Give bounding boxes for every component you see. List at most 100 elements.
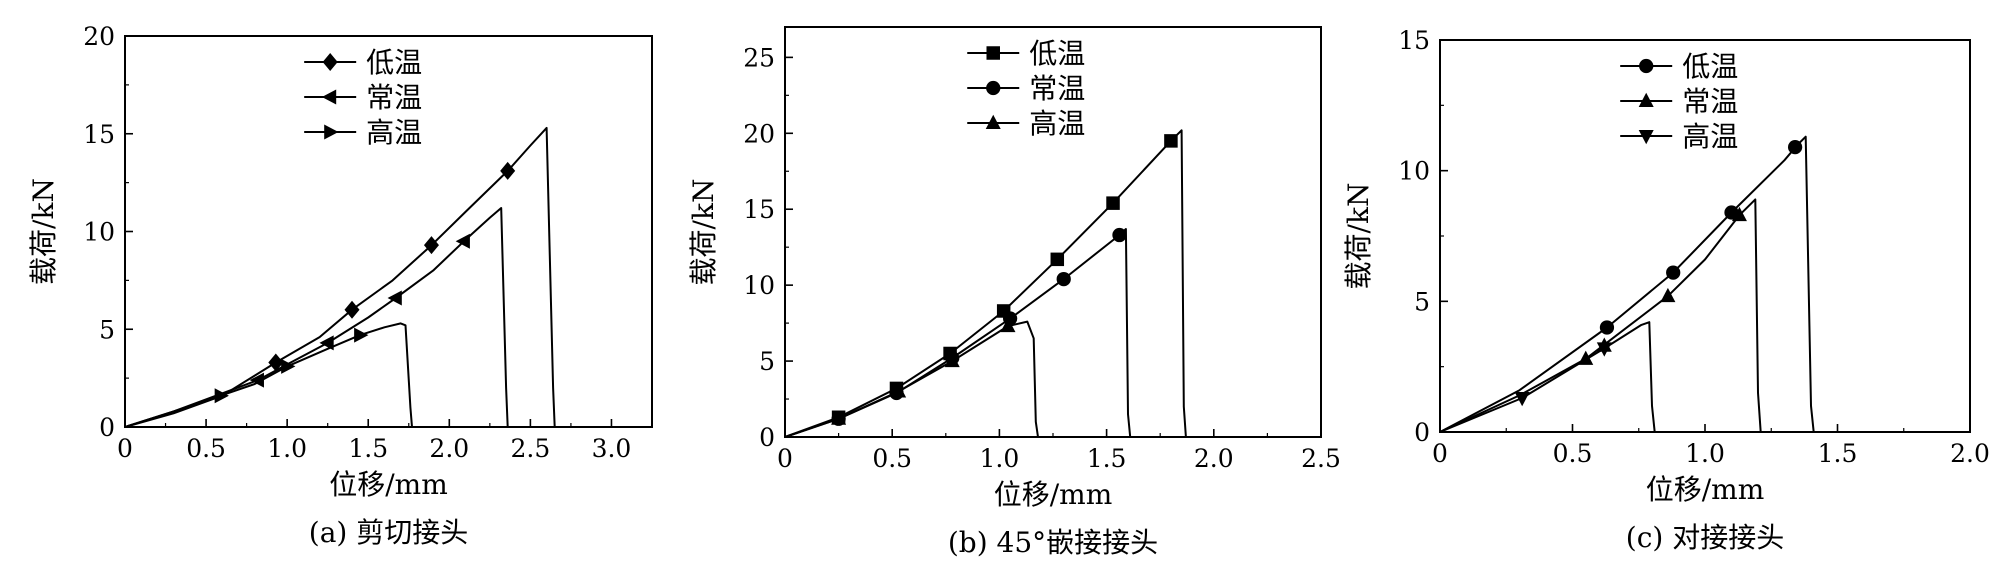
legend-entry: 低温 <box>1620 50 1738 83</box>
x-tick-label: 3.0 <box>592 434 632 463</box>
data-point <box>891 383 907 398</box>
y-axis-label: 载荷/kN <box>27 178 60 285</box>
y-tick-label: 10 <box>83 218 115 247</box>
legend-label: 高温 <box>1682 120 1738 153</box>
series-line <box>124 322 413 428</box>
x-axis-label: 位移/mm <box>329 468 448 501</box>
legend-entry: 高温 <box>967 107 1085 140</box>
data-point <box>1599 320 1615 335</box>
y-axis-label: 载荷/kN <box>687 179 720 286</box>
series-line <box>124 207 509 428</box>
legend-marker <box>1638 130 1654 145</box>
series-line <box>124 126 556 428</box>
y-tick-label: 0 <box>1414 418 1430 447</box>
data-point <box>500 161 516 180</box>
data-point <box>1112 227 1127 243</box>
legend-entry: 常温 <box>1620 85 1738 118</box>
x-tick-label: 2.0 <box>1950 439 1990 468</box>
legend-marker <box>986 46 1000 60</box>
series <box>1439 321 1656 433</box>
data-point <box>1660 287 1676 303</box>
y-tick-label: 20 <box>83 22 115 51</box>
data-point <box>249 372 264 388</box>
legend-label: 常温 <box>1029 72 1085 105</box>
series-line <box>784 228 1132 438</box>
data-point <box>214 388 229 404</box>
panel-caption: (c) 对接接头 <box>1626 521 1784 554</box>
data-point <box>1056 271 1071 287</box>
legend-entry: 低温 <box>304 46 422 79</box>
legend-label: 常温 <box>366 81 422 114</box>
legend-label: 常温 <box>1682 85 1738 118</box>
x-tick-label: 0.5 <box>872 444 912 473</box>
legend-label: 低温 <box>1682 50 1738 83</box>
y-axis-label: 载荷/kN <box>1342 183 1375 290</box>
legend-entry: 高温 <box>304 116 422 149</box>
chart-panel: 0 0.5 1.0 1.5 2.0 2.5 0 5 10 15 20 25 位移/mm 载荷/kN (b) … <box>687 26 1341 559</box>
legend-entry: 低温 <box>967 37 1085 70</box>
x-tick-label: 0 <box>117 434 133 463</box>
series <box>124 207 509 428</box>
data-point <box>354 327 369 343</box>
y-tick-label: 5 <box>759 347 775 376</box>
data-point <box>1106 196 1120 210</box>
x-tick-label: 0 <box>777 444 793 473</box>
x-tick-label: 2.0 <box>429 434 469 463</box>
legend-label: 高温 <box>1029 107 1085 140</box>
legend-entry: 高温 <box>1620 120 1738 153</box>
panel-caption: (b) 45°嵌接接头 <box>948 526 1158 559</box>
x-axis-label: 位移/mm <box>994 478 1113 511</box>
y-tick-label: 15 <box>83 120 115 149</box>
legend-marker <box>1638 92 1654 107</box>
series <box>1439 198 1762 433</box>
x-tick-label: 1.5 <box>1087 444 1127 473</box>
data-point <box>1596 342 1612 357</box>
x-tick-label: 1.0 <box>980 444 1020 473</box>
legend-marker <box>1639 58 1654 74</box>
data-point <box>344 300 360 319</box>
x-tick-label: 1.5 <box>348 434 388 463</box>
y-tick-label: 0 <box>759 423 775 452</box>
series-line <box>1439 198 1762 433</box>
panel-caption: (a) 剪切接头 <box>309 516 468 549</box>
data-point <box>423 236 439 255</box>
data-point <box>1000 317 1016 333</box>
legend-label: 低温 <box>1029 37 1085 70</box>
legend-marker <box>321 89 337 105</box>
legend-marker <box>985 114 1001 129</box>
data-point <box>1050 252 1065 267</box>
legend-marker <box>324 124 339 140</box>
data-point <box>281 358 296 374</box>
data-point <box>1666 265 1681 280</box>
y-tick-label: 5 <box>99 315 115 344</box>
x-axis-label: 位移/mm <box>1646 473 1765 506</box>
data-point <box>831 410 847 425</box>
x-tick-label: 1.0 <box>1685 439 1725 468</box>
series <box>124 126 556 428</box>
y-tick-label: 5 <box>1414 287 1430 316</box>
y-tick-label: 25 <box>743 43 775 72</box>
x-tick-label: 2.5 <box>1301 444 1341 473</box>
legend-entry: 常温 <box>304 81 422 114</box>
x-tick-label: 0.5 <box>1553 439 1593 468</box>
series <box>1439 135 1815 433</box>
chart-panel: 0 0.5 1.0 1.5 2.0 2.5 3.0 0 5 10 15 20 位移/mm 载荷/kN (a)… <box>27 22 653 549</box>
y-tick-label: 15 <box>1398 26 1430 55</box>
y-tick-label: 20 <box>743 119 775 148</box>
x-tick-label: 2.5 <box>511 434 551 463</box>
legend-marker <box>322 53 338 71</box>
legend-marker <box>986 80 1001 96</box>
x-tick-label: 1.5 <box>1818 439 1858 468</box>
series <box>784 227 1132 438</box>
series-line <box>1439 135 1815 433</box>
y-tick-label: 10 <box>1398 157 1430 186</box>
x-tick-label: 2.0 <box>1194 444 1234 473</box>
x-tick-label: 1.0 <box>267 434 307 463</box>
chart-panel: 0 0.5 1.0 1.5 2.0 0 5 10 15 位移/mm 载荷/kN (c) 对接接头 低温常… <box>1342 26 1990 554</box>
y-tick-label: 0 <box>99 413 115 442</box>
legend-entry: 常温 <box>967 72 1085 105</box>
data-point <box>268 353 284 372</box>
data-point <box>1787 140 1803 155</box>
data-point <box>944 352 960 368</box>
